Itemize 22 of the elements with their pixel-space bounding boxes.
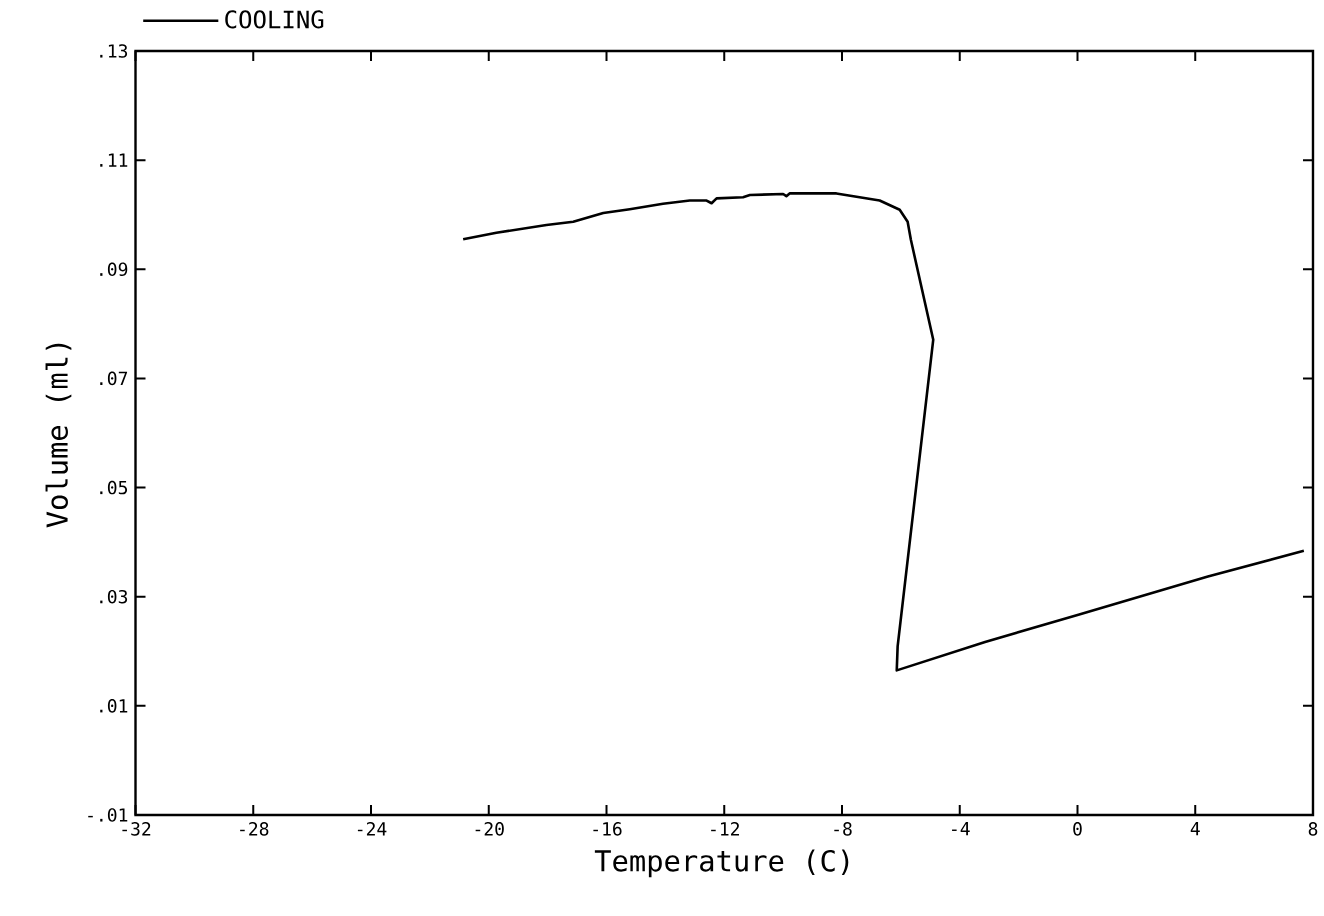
y-tick-label: .05 <box>100 480 128 495</box>
y-tick-label: .07 <box>100 371 128 386</box>
y-tick-label: .09 <box>100 262 128 277</box>
y-tick-label: .01 <box>100 699 128 713</box>
x-tick-label: -28 <box>240 822 269 836</box>
x-tick-label: -8 <box>834 822 852 836</box>
x-tick-label: -12 <box>711 822 739 836</box>
y-tick-label: .03 <box>100 589 128 604</box>
x-tick-label: -24 <box>357 822 387 836</box>
y-tick-label: .13 <box>100 44 128 58</box>
y-tick-label: .11 <box>100 153 128 167</box>
x-tick-label: -16 <box>593 822 622 836</box>
y-tick-label: -.01 <box>88 808 128 822</box>
y-axis-title: Volume (ml) <box>45 343 72 528</box>
x-tick-label: -32 <box>122 822 151 836</box>
x-tick-label: -20 <box>475 822 504 836</box>
x-tick-label: 4 <box>1190 822 1200 836</box>
legend-label: COOLING <box>225 10 324 29</box>
x-tick-label: 8 <box>1308 822 1318 836</box>
x-axis-title: Temperature (C) <box>594 849 849 878</box>
x-tick-label: 0 <box>1073 822 1082 836</box>
x-tick-label: -4 <box>952 822 970 836</box>
